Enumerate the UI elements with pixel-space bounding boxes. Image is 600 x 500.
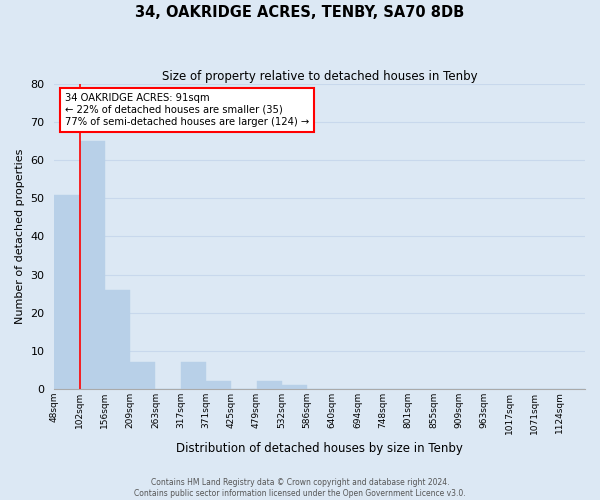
Y-axis label: Number of detached properties: Number of detached properties [15,149,25,324]
Bar [181,362,206,389]
Bar [105,290,130,389]
Text: 34 OAKRIDGE ACRES: 91sqm
← 22% of detached houses are smaller (35)
77% of semi-d: 34 OAKRIDGE ACRES: 91sqm ← 22% of detach… [65,94,309,126]
Text: Contains HM Land Registry data © Crown copyright and database right 2024.
Contai: Contains HM Land Registry data © Crown c… [134,478,466,498]
Text: 34, OAKRIDGE ACRES, TENBY, SA70 8DB: 34, OAKRIDGE ACRES, TENBY, SA70 8DB [136,5,464,20]
Bar [282,385,307,389]
Bar [257,381,282,389]
X-axis label: Distribution of detached houses by size in Tenby: Distribution of detached houses by size … [176,442,463,455]
Bar [206,381,231,389]
Bar [130,362,155,389]
Title: Size of property relative to detached houses in Tenby: Size of property relative to detached ho… [162,70,478,83]
Bar [80,142,105,389]
Bar [55,194,80,389]
